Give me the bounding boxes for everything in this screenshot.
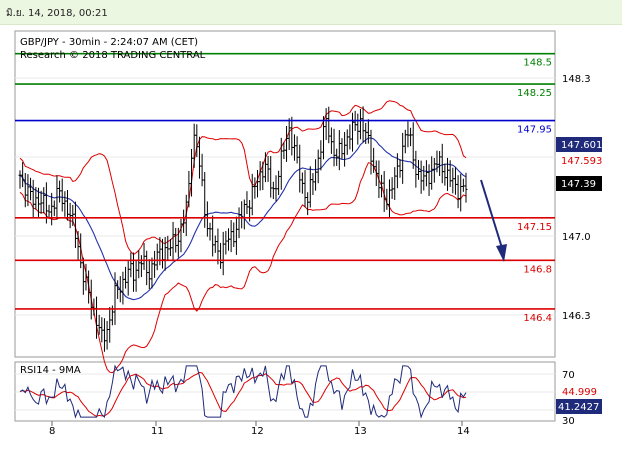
support-resistance-levels: 148.5 148.25 147.95 147.15 146.8 146.4 (15, 52, 555, 324)
price-tick-label: 146.3 (562, 311, 591, 322)
level-label: 148.5 (523, 58, 552, 69)
rsi-ma-line (19, 371, 467, 417)
date-stamp: มิ.ย. 14, 2018, 00:21 (6, 8, 108, 19)
price-tick-label: 148.3 (562, 74, 591, 85)
forecast-arrow (480, 179, 507, 262)
svg-text:147.39: 147.39 (561, 179, 596, 190)
price-panel (14, 30, 556, 358)
svg-text:41.2427: 41.2427 (558, 402, 599, 413)
x-axis (51, 421, 463, 426)
level-label: 147.15 (517, 222, 552, 233)
svg-text:147.601: 147.601 (561, 140, 602, 151)
rsi-tag-value: 41.2427 (556, 399, 602, 414)
x-tick-label: 11 (151, 426, 164, 437)
level-label: 148.25 (517, 88, 552, 99)
rsi-tick-label: 30 (562, 416, 575, 427)
rsi-title: RSI14 - 9MA (20, 365, 81, 376)
price-tag-band: 147.593 (556, 153, 602, 167)
x-tick-label: 13 (354, 426, 367, 437)
price-tick-label: 147.0 (562, 232, 591, 243)
chart-title: GBP/JPY - 30min - 2:24:07 AM (CET) (20, 37, 198, 48)
level-label: 146.4 (523, 313, 552, 324)
price-tag-current: 147.39 (556, 176, 602, 191)
price-tag-last-ma: 147.601 (556, 137, 602, 152)
x-tick-label: 8 (49, 426, 55, 437)
rsi-lines (19, 364, 467, 419)
rsi-tick-label: 70 (562, 370, 575, 381)
x-tick-label: 12 (251, 426, 264, 437)
rsi-line (19, 364, 467, 419)
x-tick-label: 14 (457, 426, 470, 437)
rsi-tag-ma: 44.999 (556, 384, 602, 398)
level-label: 146.8 (523, 264, 552, 275)
upper-band (19, 100, 467, 256)
svg-text:147.593: 147.593 (561, 156, 602, 167)
candle (464, 172, 468, 203)
date-bar: มิ.ย. 14, 2018, 00:21 (0, 0, 622, 25)
candles (18, 106, 468, 352)
level-label: 147.95 (517, 125, 552, 136)
svg-text:44.999: 44.999 (562, 387, 597, 398)
chart-subtitle: Research © 2018 TRADING CENTRAL (20, 50, 206, 61)
